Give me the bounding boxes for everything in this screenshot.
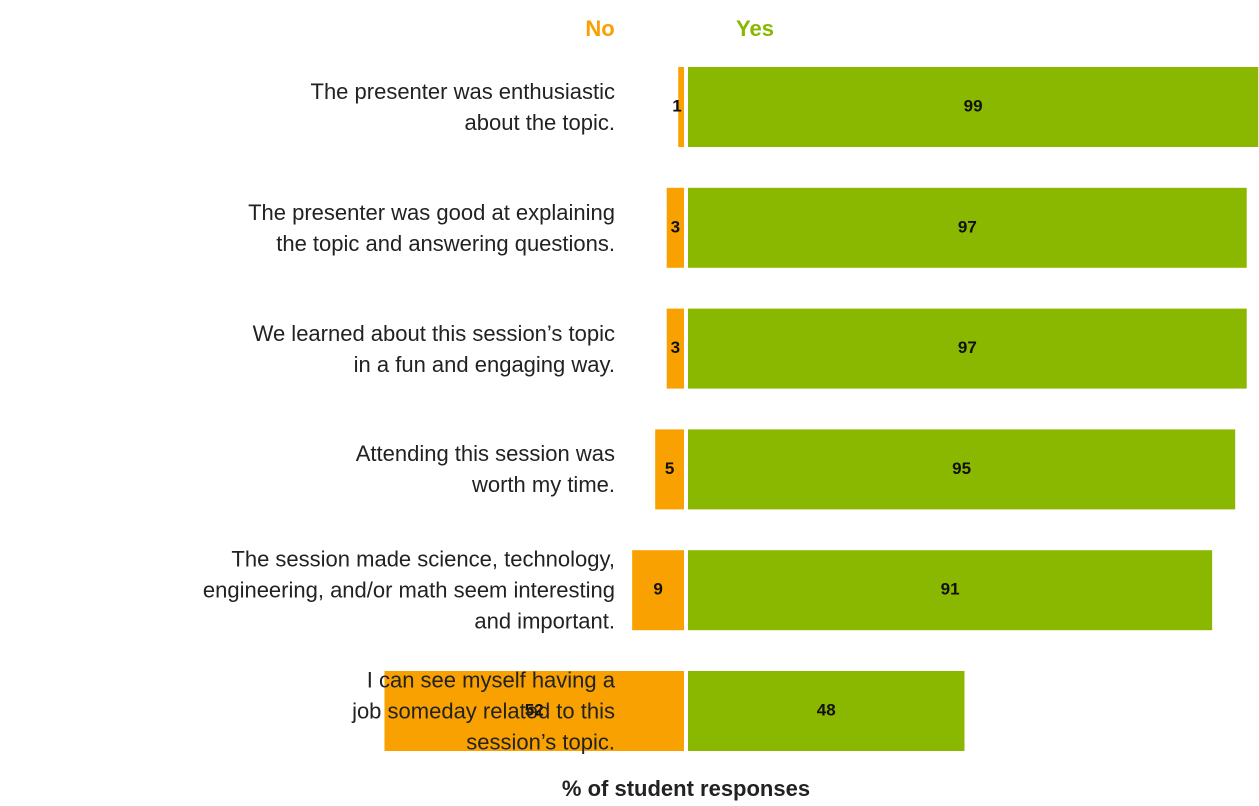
bar: [655, 429, 684, 510]
category-label: I can see myself having a job someday re…: [352, 667, 615, 755]
category-label: The presenter was enthusiastic about the…: [310, 79, 616, 135]
category-label: Attending this session was worth my time…: [355, 441, 615, 498]
bar: [632, 550, 684, 631]
data-label: 99: [964, 96, 983, 115]
bar: [688, 550, 1213, 631]
data-label: 9: [653, 580, 662, 599]
bar: [688, 429, 1236, 510]
bar: [384, 671, 684, 751]
data-label: 97: [958, 338, 977, 357]
data-label: 95: [952, 459, 971, 478]
bar: [688, 308, 1247, 389]
category-label: The presenter was good at explaining the…: [248, 199, 615, 256]
data-label: 1: [672, 96, 681, 115]
data-label: 5: [665, 459, 674, 478]
legend-label: No: [585, 16, 614, 41]
data-label: 97: [958, 217, 977, 236]
bar: [688, 187, 1247, 268]
bar: [666, 187, 684, 268]
x-axis-label: % of student responses: [562, 776, 810, 801]
bar: [678, 67, 684, 147]
bar: [666, 308, 684, 389]
data-label: 52: [525, 700, 544, 719]
bar: [688, 67, 1259, 147]
data-label: 48: [817, 700, 836, 719]
data-label: 3: [671, 217, 680, 236]
category-label: The session made science, technology, en…: [202, 546, 615, 634]
bar: [688, 671, 965, 751]
data-label: 91: [941, 580, 960, 599]
category-label: We learned about this session’s topic in…: [252, 320, 615, 377]
legend-label: Yes: [736, 16, 774, 41]
data-label: 3: [671, 338, 680, 357]
